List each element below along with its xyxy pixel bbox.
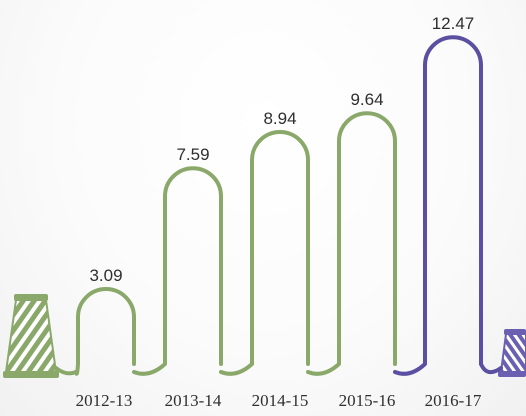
bar-2012-13	[74, 287, 136, 376]
thread-lead-in	[54, 366, 78, 376]
value-label-layer: 3.09 7.59 8.94 9.64 12.47	[89, 14, 474, 285]
tick-label-2013-14: 2013-14	[165, 391, 222, 410]
thread-tail	[479, 362, 503, 375]
value-label-2015-16: 9.64	[350, 90, 383, 109]
bar-2015-16	[306, 111, 397, 376]
thread-spool-right-icon	[498, 329, 526, 377]
value-label-2016-17: 12.47	[432, 14, 475, 33]
bar-2016-17	[393, 35, 483, 376]
tick-label-2015-16: 2015-16	[339, 391, 396, 410]
tick-label-2016-17: 2016-17	[425, 391, 482, 410]
category-tick-layer: 2012-13 2013-14 2014-15 2015-16 2016-17	[76, 391, 482, 410]
value-label-2014-15: 8.94	[263, 109, 296, 128]
thread-spool-left-icon	[3, 294, 59, 378]
tick-label-2014-15: 2014-15	[252, 391, 309, 410]
tick-label-2012-13: 2012-13	[76, 391, 133, 410]
value-label-2013-14: 7.59	[176, 145, 209, 164]
thread-path-layer	[54, 35, 503, 376]
bar-2013-14	[132, 166, 223, 376]
bar-2014-15	[219, 130, 310, 376]
value-label-2012-13: 3.09	[89, 266, 122, 285]
